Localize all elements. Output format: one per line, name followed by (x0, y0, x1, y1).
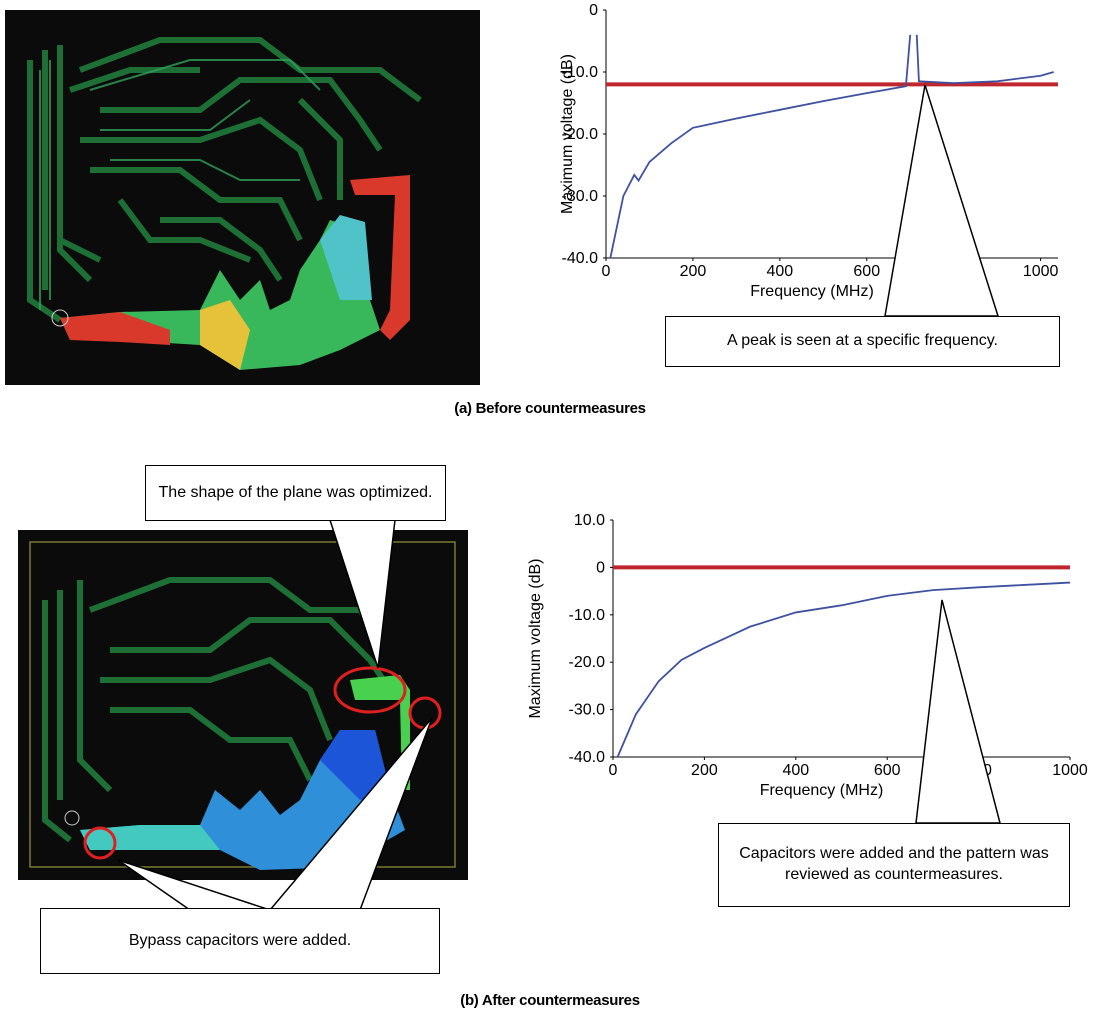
y-tick-label: -20.0 (569, 654, 606, 671)
x-tick-label: 1000 (1023, 263, 1059, 280)
x-axis-label: Frequency (MHz) (760, 782, 884, 799)
x-tick-label: 600 (853, 263, 880, 280)
x-tick-label: 400 (782, 762, 809, 779)
y-axis-label: Maximum voltage (dB) (559, 54, 576, 214)
chart-annotation: A peak is seen at a specific frequency. (665, 316, 1060, 367)
y-tick-label: -20.0 (562, 126, 599, 143)
x-tick-label: 0 (609, 762, 618, 779)
caption: (a) Before countermeasures (454, 400, 646, 417)
y-axis-label: Maximum voltage (dB) (527, 558, 544, 718)
caption: (b) After countermeasures (460, 992, 640, 1009)
series-line (609, 34, 1054, 259)
x-tick-label: 1000 (1052, 762, 1088, 779)
y-tick-label: -40.0 (562, 250, 599, 267)
x-tick-label: 0 (602, 263, 611, 280)
x-tick-label: 400 (766, 263, 793, 280)
y-tick-label: 0 (589, 2, 598, 19)
x-tick-label: 200 (680, 263, 707, 280)
y-tick-label: -30.0 (562, 188, 599, 205)
x-tick-label: 200 (691, 762, 718, 779)
y-tick-label: 0 (596, 559, 605, 576)
image-callout: The shape of the plane was optimized. (145, 465, 446, 521)
series-line (616, 581, 1071, 758)
y-tick-label: -10.0 (562, 64, 599, 81)
chart-annotation: Capacitors were added and the pattern wa… (718, 823, 1070, 907)
x-axis-label: Frequency (MHz) (750, 283, 874, 300)
y-tick-label: -30.0 (569, 702, 606, 719)
callout-pointers (117, 84, 1001, 911)
y-tick-label: 10.0 (574, 512, 605, 529)
x-tick-label: 600 (874, 762, 901, 779)
pcb-image-after (18, 530, 468, 880)
y-tick-label: -40.0 (569, 749, 606, 766)
pcb-image-before (5, 10, 480, 385)
y-tick-label: -10.0 (569, 607, 606, 624)
image-callout: Bypass capacitors were added. (40, 908, 440, 974)
